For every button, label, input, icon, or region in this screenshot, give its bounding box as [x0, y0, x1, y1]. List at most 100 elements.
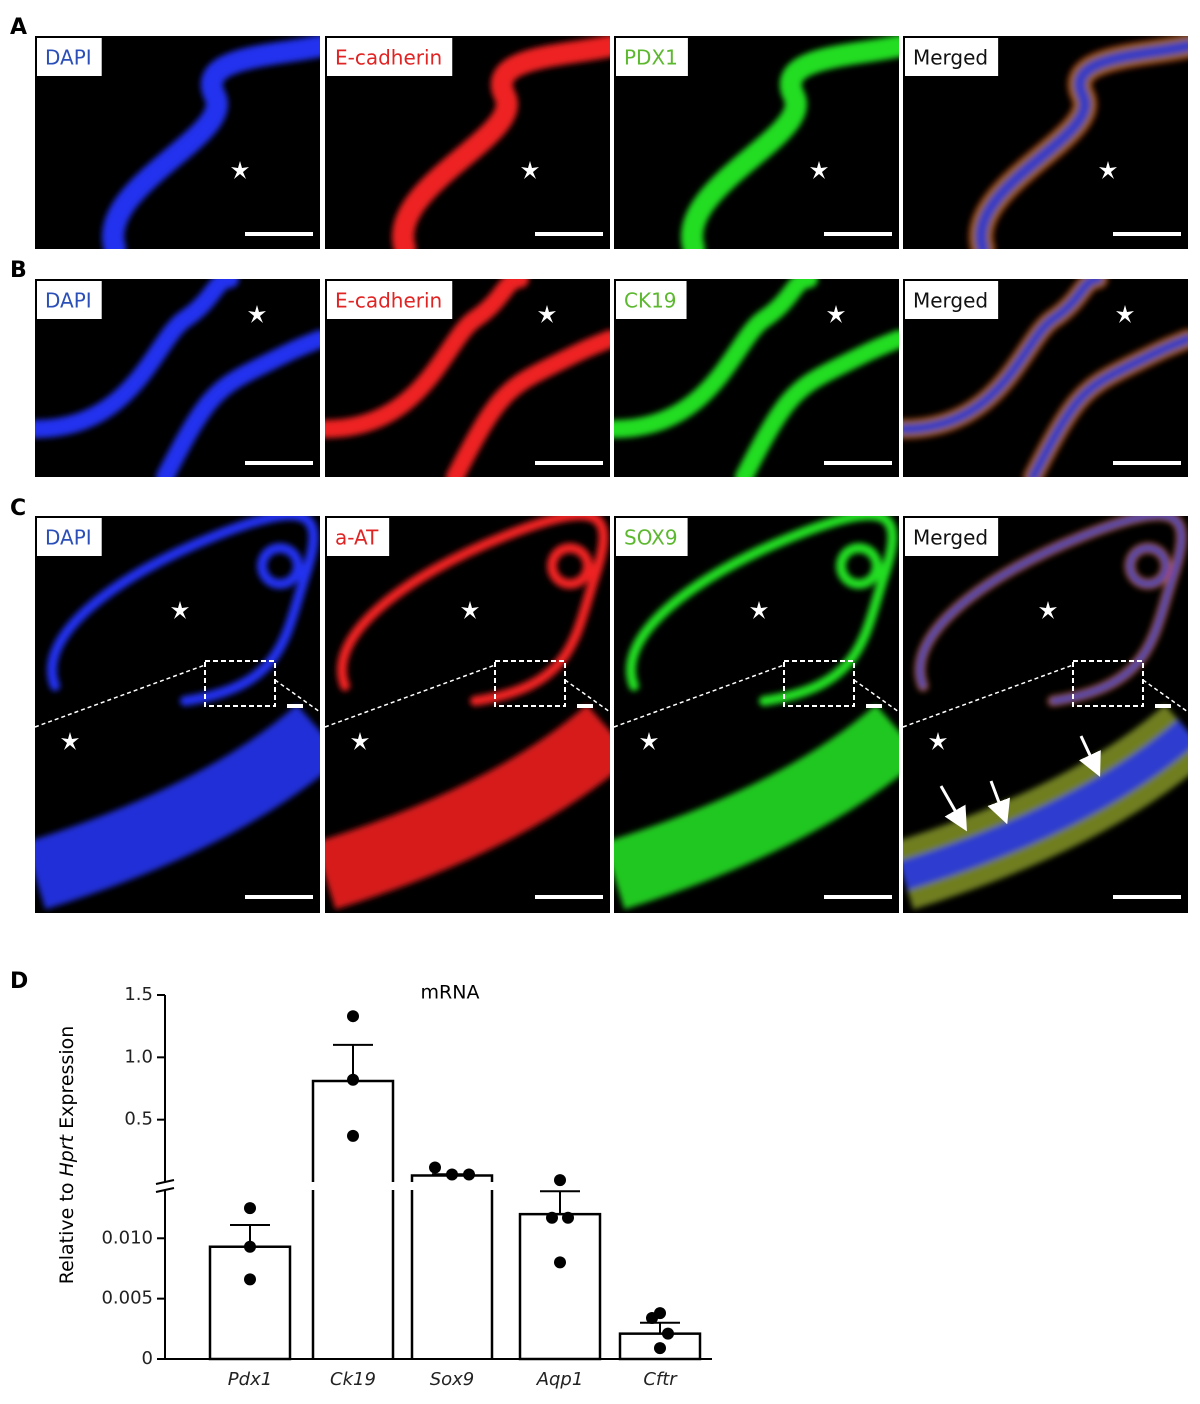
zoom-line [613, 664, 785, 728]
data-point [347, 1129, 359, 1142]
channel-label: DAPI [45, 289, 92, 313]
channel-label: E-cadherin [335, 46, 442, 70]
micrograph: PDX1 [614, 36, 899, 249]
stain-path [392, 36, 610, 249]
x-tick-label: Ck19 [330, 1369, 376, 1390]
label-box [327, 38, 453, 76]
stain [35, 516, 320, 910]
stain-path [1028, 334, 1188, 477]
channel-label: Merged [913, 46, 988, 70]
bar-base [410, 1190, 494, 1359]
y-tick-label: 0.005 [101, 1288, 153, 1309]
label-box [37, 281, 102, 319]
zoom-line [34, 664, 206, 728]
data-point [654, 1342, 666, 1355]
stain-path [625, 516, 898, 706]
channel-label: PDX1 [624, 46, 678, 70]
stain [325, 279, 610, 477]
arrow [987, 780, 1011, 825]
chart-title: mRNA [421, 982, 480, 1004]
label-box [905, 281, 999, 319]
channel-label: Merged [913, 526, 988, 550]
channel-label: Merged [913, 289, 988, 313]
x-tick-label: Pdx1 [228, 1369, 272, 1390]
x-tick-label: Sox9 [430, 1369, 475, 1390]
y-label-part: Relative to [56, 1177, 78, 1285]
data-point [646, 1311, 658, 1324]
x-tick-label: Aqp1 [536, 1369, 584, 1390]
y-tick-label: 0.010 [101, 1227, 153, 1248]
axis-break [155, 1187, 175, 1193]
label-box [616, 281, 687, 319]
data-point [244, 1240, 256, 1253]
data-point [546, 1211, 558, 1224]
channel-label: CK19 [624, 289, 677, 313]
stain [614, 279, 899, 477]
stain-band [35, 704, 320, 910]
stain [35, 279, 320, 477]
zoom-line [1142, 679, 1189, 713]
zoom-line [324, 664, 496, 728]
label-box [327, 518, 390, 556]
data-point [554, 1256, 566, 1269]
channel-label: DAPI [45, 526, 92, 550]
y-tick-label: 0.5 [124, 1109, 153, 1130]
data-point [562, 1211, 574, 1224]
zoom-box [1072, 660, 1144, 707]
axis-break [155, 1179, 175, 1185]
micrograph: E-cadherin [325, 36, 610, 249]
label-box [37, 518, 102, 556]
micrograph: E-cadherin [325, 279, 610, 477]
label-box [616, 518, 688, 556]
y-label-part: Expression [56, 1026, 78, 1135]
micrograph: Merged [902, 516, 1189, 913]
label-box [905, 38, 999, 76]
channel-label: SOX9 [624, 526, 678, 550]
bar [208, 1245, 292, 1361]
data-point [244, 1202, 256, 1215]
data-point [244, 1273, 256, 1286]
stain-path [835, 543, 882, 589]
micrograph: Merged [903, 279, 1188, 477]
stain-path [156, 330, 320, 477]
bar [518, 1212, 602, 1361]
micrograph: DAPI [35, 36, 320, 249]
data-point [446, 1168, 458, 1181]
stain-path [917, 516, 1184, 704]
panel-letter: D [10, 969, 28, 994]
zoom-line [274, 679, 321, 713]
stain [903, 279, 1188, 477]
panel-letter: A [10, 15, 27, 40]
zoom-line [564, 679, 611, 713]
label-box [327, 281, 453, 319]
data-point [347, 1010, 359, 1023]
micrograph: CK19 [614, 279, 899, 477]
arrow [1079, 735, 1101, 777]
error-bar [540, 1190, 580, 1215]
stain [681, 36, 899, 249]
stain-path [336, 516, 609, 706]
stain [392, 36, 610, 249]
label-box [616, 38, 688, 76]
y-axis-label: Relative to Hprt Expression [56, 1026, 78, 1285]
panel-letter: C [10, 496, 26, 521]
zoom-line [853, 679, 900, 713]
x-tick-label: Cftr [643, 1369, 678, 1390]
stain-path [446, 330, 610, 477]
y-label-part: Hprt [56, 1133, 78, 1176]
micrograph: DAPI [34, 516, 321, 913]
stain-path [614, 279, 818, 438]
micrograph: Merged [903, 36, 1188, 249]
label-box [905, 518, 999, 556]
data-point [429, 1161, 441, 1174]
stain-path [46, 516, 319, 706]
bar-base [311, 1190, 395, 1359]
zoom-box [494, 660, 566, 707]
micrograph: DAPI [35, 279, 320, 477]
stain-path [35, 279, 239, 438]
stain [903, 516, 1188, 910]
stain [614, 516, 899, 910]
stain-path [546, 543, 593, 589]
y-tick-label: 1.5 [124, 984, 153, 1005]
